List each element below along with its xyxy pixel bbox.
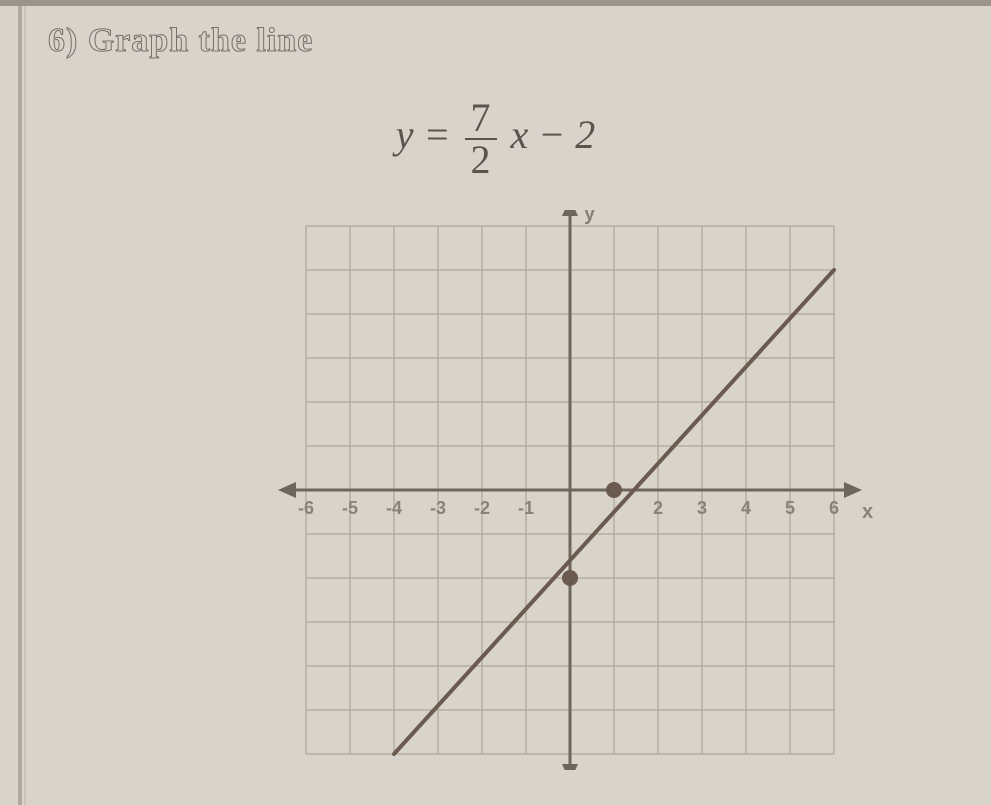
svg-text:5: 5 (785, 498, 795, 518)
svg-text:-3: -3 (430, 498, 446, 518)
eq-eq: = (424, 112, 451, 157)
svg-text:4: 4 (741, 498, 751, 518)
svg-text:6: 6 (829, 498, 839, 518)
top-border (0, 0, 991, 6)
svg-text:-4: -4 (386, 498, 402, 518)
eq-lhs: y (396, 112, 414, 157)
eq-var: x (511, 112, 529, 157)
eq-frac-den: 2 (465, 140, 497, 180)
svg-text:-6: -6 (298, 498, 314, 518)
eq-frac-num: 7 (465, 98, 497, 140)
svg-text:3: 3 (697, 498, 707, 518)
problem-title: Graph the line (88, 22, 314, 59)
equation: y = 7 2 x − 2 (0, 98, 991, 180)
problem-heading: 6) Graph the line (48, 22, 313, 60)
svg-text:-2: -2 (474, 498, 490, 518)
graph: -6 -5 -4 -3 -2 -1 2 3 4 5 6 y x (260, 210, 880, 770)
svg-text:x: x (862, 501, 873, 523)
problem-number: 6) (48, 22, 78, 59)
graph-svg: -6 -5 -4 -3 -2 -1 2 3 4 5 6 y x (260, 210, 880, 770)
svg-text:y: y (584, 210, 596, 225)
svg-text:-5: -5 (342, 498, 358, 518)
eq-fraction: 7 2 (465, 98, 497, 180)
svg-text:-1: -1 (518, 498, 534, 518)
eq-tail: − 2 (538, 112, 595, 157)
svg-text:2: 2 (653, 498, 663, 518)
